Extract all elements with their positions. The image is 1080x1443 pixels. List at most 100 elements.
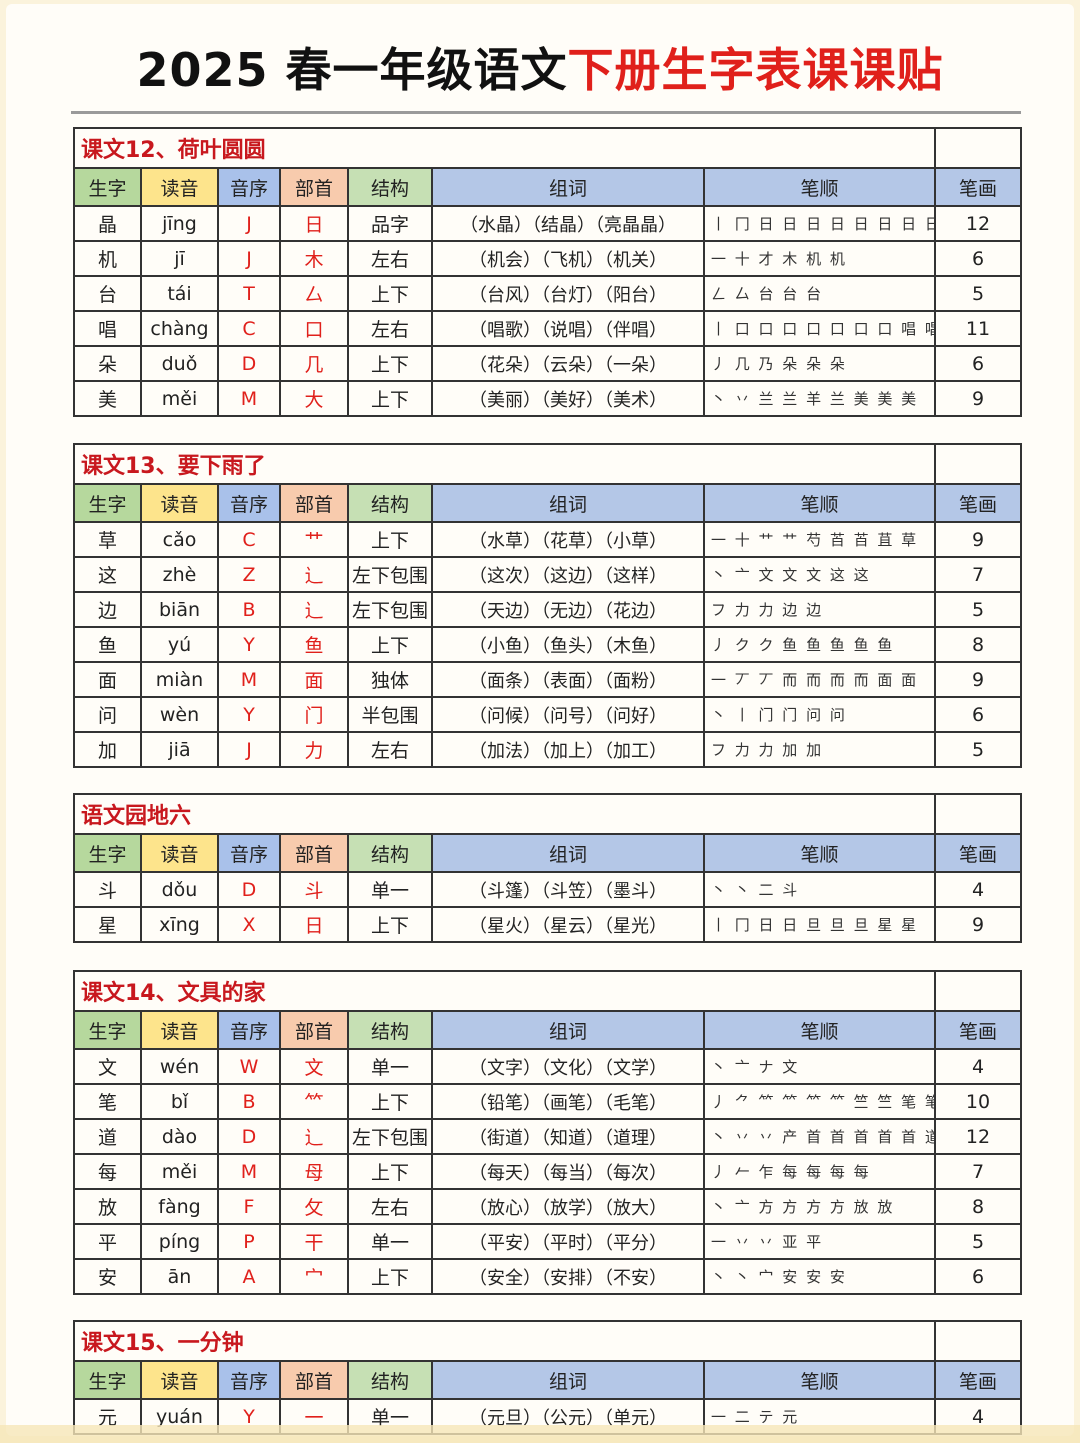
pinyin-cell: tái <box>140 275 219 312</box>
pinyin-cell: jīng <box>140 205 219 242</box>
header-row: 生字 读音 音序 部首 结构 组词 笔顺 笔画 <box>73 1360 1022 1400</box>
column-header: 结构 <box>347 483 433 523</box>
initial-letter-cell: J <box>217 240 281 277</box>
stroke-count-cell: 7 <box>934 1153 1023 1190</box>
lesson-title: 语文园地六 <box>73 793 936 835</box>
header-row: 生字 读音 音序 部首 结构 组词 笔顺 笔画 <box>73 1010 1023 1050</box>
lesson-title-row: 课文14、文具的家 <box>72 970 1023 1012</box>
empty-cell <box>934 127 1023 169</box>
structure-cell: 左右 <box>347 1188 433 1225</box>
words-cell: （问候）（问号）（问好） <box>431 696 705 733</box>
pinyin-cell: jī <box>140 240 219 277</box>
structure-cell: 品字 <box>347 205 433 242</box>
character-cell: 边 <box>73 591 142 628</box>
structure-cell: 左右 <box>347 240 433 277</box>
pinyin-cell: wèn <box>140 696 219 733</box>
radical-cell: 辶 <box>279 1118 349 1155</box>
stroke-count-cell: 9 <box>934 661 1023 698</box>
table-row: 唱 chàng C 口左右 （唱歌）（说唱）（伴唱）丨 口 口 口 口 口 口 口 唱 … <box>73 310 1023 347</box>
lesson-title: 课文13、要下雨了 <box>72 443 937 485</box>
structure-cell: 左下包围 <box>347 1118 433 1155</box>
page-title: 2025 春一年级语文下册生字表课课贴 <box>6 34 1074 100</box>
radical-cell: 宀 <box>279 1258 349 1295</box>
stroke-order-cell: フ 力 力 加 加 <box>702 731 937 768</box>
column-header: 读音 <box>140 833 219 873</box>
pinyin-cell: ān <box>140 1258 219 1295</box>
empty-cell <box>934 443 1023 485</box>
words-cell: （每天）（每当）（每次） <box>431 1153 705 1190</box>
stroke-order-cell: 丶 丶 二 斗 <box>703 871 936 908</box>
structure-cell: 上下 <box>347 626 433 663</box>
radical-cell: 鱼 <box>279 626 349 663</box>
pinyin-cell: zhè <box>140 556 219 593</box>
structure-cell: 单一 <box>347 1048 433 1085</box>
column-header: 笔画 <box>934 167 1023 207</box>
pinyin-cell: chàng <box>140 310 219 347</box>
radical-cell: 门 <box>279 696 349 733</box>
lesson-table: 课文12、荷叶圆圆 生字 读音 音序 部首 结构 组词 笔顺 笔画晶 jīng J 日品字 （水晶）（结… <box>72 127 1023 417</box>
character-cell: 斗 <box>73 871 142 908</box>
pinyin-cell: cǎo <box>140 521 219 558</box>
structure-cell: 左右 <box>347 731 433 768</box>
lesson-title-row: 课文13、要下雨了 <box>72 443 1023 485</box>
initial-letter-cell: B <box>217 1083 281 1120</box>
radical-cell: 木 <box>279 240 349 277</box>
lesson-title: 课文14、文具的家 <box>72 970 937 1012</box>
character-cell: 加 <box>73 731 142 768</box>
column-header: 部首 <box>279 833 349 873</box>
radical-cell: 大 <box>279 380 349 417</box>
column-header: 读音 <box>140 167 219 207</box>
initial-letter-cell: C <box>217 521 281 558</box>
character-cell: 机 <box>73 240 142 277</box>
stroke-count-cell: 8 <box>934 626 1023 663</box>
stroke-count-cell: 12 <box>934 205 1023 242</box>
lesson-title-row: 课文12、荷叶圆圆 <box>72 127 1023 169</box>
stroke-order-cell: 丶 亠 ナ 文 <box>702 1048 937 1085</box>
pinyin-cell: měi <box>140 1153 219 1190</box>
structure-cell: 半包围 <box>347 696 433 733</box>
words-cell: （这次）（这边）（这样） <box>431 556 705 593</box>
pinyin-cell: wén <box>140 1048 219 1085</box>
structure-cell: 上下 <box>347 1083 433 1120</box>
lesson-title-row: 语文园地六 <box>73 793 1022 835</box>
stroke-order-cell: 丿 𠂉 乍 每 每 每 每 <box>702 1153 937 1190</box>
column-header: 音序 <box>217 167 281 207</box>
lesson-table: 语文园地六 生字 读音 音序 部首 结构 组词 笔顺 笔画斗 dǒu D 斗单一 （斗篷）（斗笠）（墨斗… <box>73 793 1022 943</box>
pinyin-cell: bǐ <box>140 1083 219 1120</box>
radical-cell: 辶 <box>279 591 349 628</box>
initial-letter-cell: Z <box>217 556 281 593</box>
structure-cell: 上下 <box>347 1258 433 1295</box>
character-cell: 面 <box>73 661 142 698</box>
radical-cell: 日 <box>279 205 349 242</box>
structure-cell: 左下包围 <box>347 556 433 593</box>
stroke-count-cell: 9 <box>934 521 1023 558</box>
pinyin-cell: píng <box>140 1223 219 1260</box>
stroke-count-cell: 11 <box>934 310 1023 347</box>
column-header: 组词 <box>431 833 705 873</box>
pinyin-cell: dào <box>140 1118 219 1155</box>
column-header: 笔顺 <box>702 1010 937 1050</box>
words-cell: （小鱼）（鱼头）（木鱼） <box>431 626 705 663</box>
structure-cell: 上下 <box>347 345 433 382</box>
column-header: 音序 <box>217 1010 281 1050</box>
lesson-table: 课文14、文具的家 生字 读音 音序 部首 结构 组词 笔顺 笔画文 wén W 文单一 （文字）（文化… <box>72 970 1023 1295</box>
character-cell: 文 <box>73 1048 142 1085</box>
stroke-order-cell: 丶 丶 宀 安 安 安 <box>702 1258 937 1295</box>
column-header: 部首 <box>279 1010 349 1050</box>
structure-cell: 上下 <box>347 1153 433 1190</box>
character-cell: 美 <box>73 380 142 417</box>
stroke-order-cell: 一 丆 丆 而 而 而 而 面 面 <box>702 661 937 698</box>
initial-letter-cell: Y <box>217 626 281 663</box>
column-header: 笔画 <box>934 1010 1023 1050</box>
words-cell: （文字）（文化）（文学） <box>431 1048 705 1085</box>
column-header: 组词 <box>431 167 705 207</box>
lesson-table: 课文15、一分钟 生字 读音 音序 部首 结构 组词 笔顺 笔画元 yuán Y 一单一 （元旦）（公元… <box>73 1320 1022 1435</box>
stroke-count-cell: 6 <box>934 240 1023 277</box>
initial-letter-cell: D <box>217 1118 281 1155</box>
